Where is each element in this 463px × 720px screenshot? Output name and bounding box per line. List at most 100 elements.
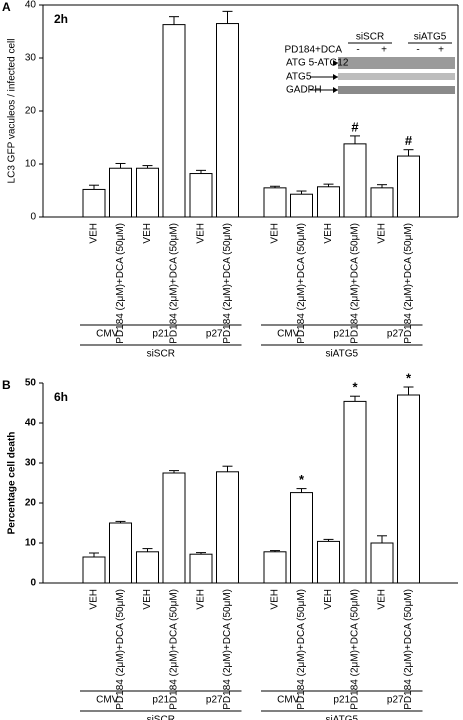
bar	[370, 542, 394, 584]
x-tick-label: PD184 (2μM)+DCA (50μM)	[222, 223, 233, 344]
group-label: siSCR	[147, 349, 175, 360]
x-tick-label: VEH	[270, 589, 281, 610]
subgroup-label: p27	[206, 695, 223, 706]
subgroup-label: p27	[387, 329, 404, 340]
x-tick-label: PD184 (2μM)+DCA (50μM)	[350, 589, 361, 710]
panel-subtitle: 2h	[54, 12, 68, 26]
blot-treatment-sign: +	[438, 45, 444, 56]
group-label: siATG5	[325, 349, 358, 360]
bar	[397, 155, 420, 218]
x-tick-label: VEH	[270, 223, 281, 244]
bar	[263, 551, 287, 584]
bar	[162, 472, 186, 584]
blot-treatment-label: PD184+DCA	[284, 45, 342, 56]
blot-arrowhead	[333, 74, 338, 80]
x-tick-label: VEH	[377, 223, 388, 244]
bar	[109, 522, 132, 584]
x-tick-label: VEH	[89, 223, 100, 244]
x-tick-label: PD184 (2μM)+DCA (50μM)	[403, 589, 414, 710]
x-tick-label: PD184 (2μM)+DCA (50μM)	[296, 223, 307, 344]
bar	[82, 556, 106, 584]
panel-label: A	[2, 0, 11, 14]
blot-band	[338, 57, 455, 69]
bar	[189, 173, 213, 218]
x-tick-label: VEH	[196, 223, 207, 244]
blot-column-label: siATG5	[414, 32, 447, 43]
bar	[109, 167, 132, 218]
significance-mark: *	[352, 380, 358, 395]
significance-mark: *	[406, 370, 412, 385]
blot-row-label: GADPH	[286, 85, 322, 96]
bar	[82, 188, 106, 218]
y-tick-label: 40	[25, 0, 37, 11]
y-tick-label: 0	[30, 212, 36, 223]
blot-band	[338, 86, 455, 94]
bar	[290, 492, 313, 584]
blot-band	[338, 73, 455, 80]
subgroup-label: p21	[333, 695, 350, 706]
x-tick-label: PD184 (2μM)+DCA (50μM)	[296, 589, 307, 710]
x-tick-label: VEH	[196, 589, 207, 610]
significance-mark: *	[299, 472, 305, 487]
y-axis-label: LC3 GFP vaculeos / infected cell	[7, 39, 18, 184]
blot-arrowhead	[333, 87, 338, 93]
subgroup-label: p27	[387, 695, 404, 706]
blot-arrowhead	[333, 60, 338, 66]
subgroup-label: p21	[152, 695, 169, 706]
subgroup-label: CMV	[277, 329, 300, 340]
bar	[136, 167, 159, 218]
subgroup-label: CMV	[277, 695, 300, 706]
x-tick-label: VEH	[142, 223, 153, 244]
x-tick-label: VEH	[377, 589, 388, 610]
bar	[343, 143, 367, 218]
y-tick-label: 40	[25, 418, 37, 429]
y-tick-label: 10	[25, 159, 37, 170]
panel-label: B	[2, 378, 11, 392]
y-axis-label: Percentage cell death	[7, 432, 18, 535]
x-tick-label: PD184 (2μM)+DCA (50μM)	[350, 223, 361, 344]
bar	[370, 187, 394, 218]
x-tick-label: VEH	[142, 589, 153, 610]
x-tick-label: VEH	[323, 589, 334, 610]
subgroup-label: p21	[333, 329, 350, 340]
bar	[216, 471, 239, 584]
blot-treatment-sign: +	[381, 45, 387, 56]
blot-row-label: ATG5	[286, 72, 312, 83]
bar	[343, 400, 367, 584]
bar	[216, 23, 239, 218]
blot-treatment-sign: -	[356, 45, 359, 56]
blot-row-label: ATG 5-ATG12	[286, 58, 349, 69]
group-label: siATG5	[325, 715, 358, 720]
y-tick-label: 30	[25, 458, 37, 469]
y-tick-label: 0	[30, 578, 36, 589]
bar	[162, 24, 186, 218]
bar	[263, 187, 287, 218]
subgroup-label: p21	[152, 329, 169, 340]
x-tick-label: VEH	[89, 589, 100, 610]
x-tick-label: PD184 (2μM)+DCA (50μM)	[169, 223, 180, 344]
x-tick-label: VEH	[323, 223, 334, 244]
x-tick-label: PD184 (2μM)+DCA (50μM)	[222, 589, 233, 710]
bar	[189, 553, 213, 584]
bar	[317, 186, 340, 218]
bar	[290, 193, 313, 218]
blot-treatment-sign: -	[416, 45, 419, 56]
bar	[397, 394, 420, 584]
panel-subtitle: 6h	[54, 390, 68, 404]
y-tick-label: 30	[25, 53, 37, 64]
y-tick-label: 50	[25, 378, 37, 389]
y-tick-label: 10	[25, 538, 37, 549]
significance-mark: #	[405, 133, 413, 148]
significance-mark: #	[351, 119, 359, 134]
y-tick-label: 20	[25, 106, 37, 117]
subgroup-label: CMV	[96, 329, 119, 340]
x-tick-label: PD184 (2μM)+DCA (50μM)	[169, 589, 180, 710]
x-tick-label: PD184 (2μM)+DCA (50μM)	[115, 223, 126, 344]
blot-column-label: siSCR	[356, 32, 384, 43]
y-tick-label: 20	[25, 498, 37, 509]
x-tick-label: PD184 (2μM)+DCA (50μM)	[403, 223, 414, 344]
subgroup-label: p27	[206, 329, 223, 340]
subgroup-label: CMV	[96, 695, 119, 706]
